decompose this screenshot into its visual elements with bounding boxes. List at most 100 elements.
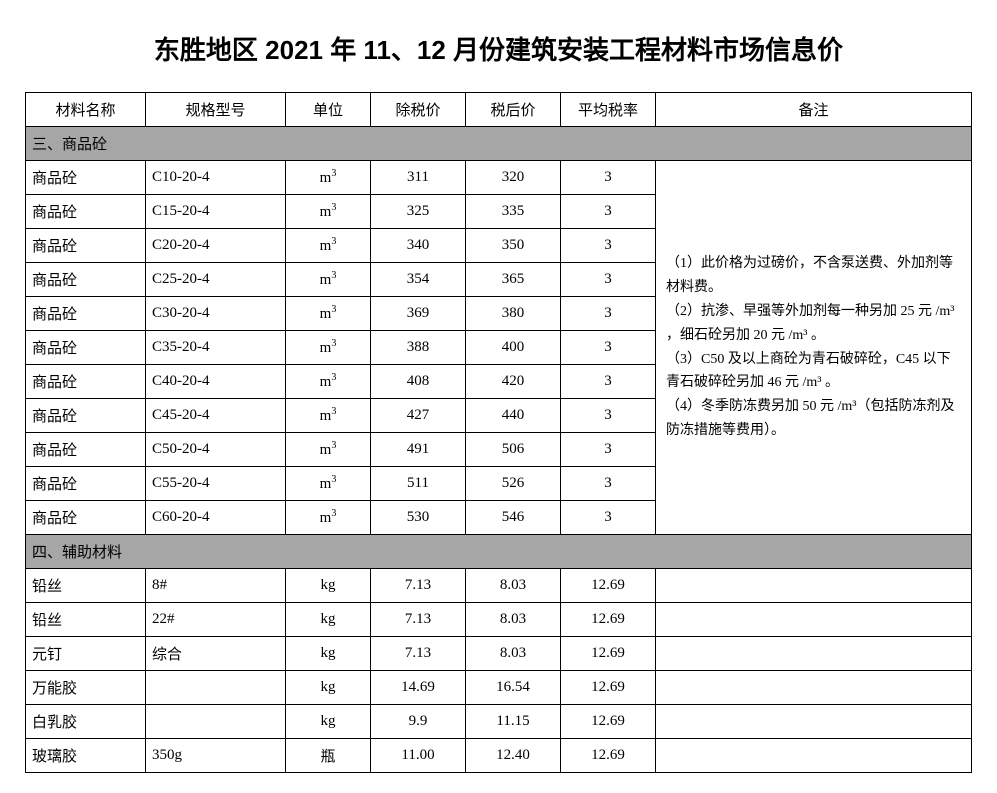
cell-unit: m3 — [286, 399, 371, 433]
cell-rate: 3 — [561, 501, 656, 535]
cell-post: 16.54 — [466, 671, 561, 705]
cell-pre: 11.00 — [371, 739, 466, 773]
cell-name: 商品砼 — [26, 331, 146, 365]
cell-spec: C10-20-4 — [146, 161, 286, 195]
cell-pre: 354 — [371, 263, 466, 297]
cell-rate: 3 — [561, 297, 656, 331]
table-row: 白乳胶kg9.911.1512.69 — [26, 705, 972, 739]
cell-pre: 325 — [371, 195, 466, 229]
cell-unit: kg — [286, 637, 371, 671]
cell-name: 万能胶 — [26, 671, 146, 705]
cell-unit: m3 — [286, 297, 371, 331]
cell-post: 365 — [466, 263, 561, 297]
page-title: 东胜地区 2021 年 11、12 月份建筑安装工程材料市场信息价 — [25, 30, 972, 67]
section-header: 三、商品砼 — [26, 127, 972, 161]
cell-unit: m3 — [286, 467, 371, 501]
cell-rate: 12.69 — [561, 671, 656, 705]
note-cell — [656, 569, 972, 603]
cell-post: 350 — [466, 229, 561, 263]
note-cell — [656, 705, 972, 739]
cell-pre: 7.13 — [371, 603, 466, 637]
cell-post: 440 — [466, 399, 561, 433]
cell-post: 11.15 — [466, 705, 561, 739]
cell-unit: m3 — [286, 433, 371, 467]
note-cell — [656, 671, 972, 705]
cell-post: 506 — [466, 433, 561, 467]
cell-rate: 3 — [561, 263, 656, 297]
col-spec: 规格型号 — [146, 93, 286, 127]
cell-unit: m3 — [286, 229, 371, 263]
cell-post: 8.03 — [466, 637, 561, 671]
cell-post: 546 — [466, 501, 561, 535]
table-header-row: 材料名称 规格型号 单位 除税价 税后价 平均税率 备注 — [26, 93, 972, 127]
cell-spec: 综合 — [146, 637, 286, 671]
cell-spec: 22# — [146, 603, 286, 637]
cell-post: 526 — [466, 467, 561, 501]
cell-rate: 3 — [561, 433, 656, 467]
cell-rate: 3 — [561, 195, 656, 229]
cell-rate: 3 — [561, 161, 656, 195]
cell-unit: kg — [286, 569, 371, 603]
note-cell: （1）此价格为过磅价，不含泵送费、外加剂等材料费。（2）抗渗、早强等外加剂每一种… — [656, 161, 972, 535]
cell-unit: kg — [286, 671, 371, 705]
cell-unit: m3 — [286, 331, 371, 365]
cell-rate: 3 — [561, 467, 656, 501]
cell-post: 380 — [466, 297, 561, 331]
cell-post: 320 — [466, 161, 561, 195]
cell-pre: 427 — [371, 399, 466, 433]
cell-unit: 瓶 — [286, 739, 371, 773]
cell-spec: C35-20-4 — [146, 331, 286, 365]
table-row: 元钉综合kg7.138.0312.69 — [26, 637, 972, 671]
cell-name: 铅丝 — [26, 569, 146, 603]
cell-spec: C45-20-4 — [146, 399, 286, 433]
cell-unit: m3 — [286, 501, 371, 535]
cell-unit: m3 — [286, 365, 371, 399]
cell-spec: C60-20-4 — [146, 501, 286, 535]
table-row: 铅丝8#kg7.138.0312.69 — [26, 569, 972, 603]
cell-spec: C30-20-4 — [146, 297, 286, 331]
table-row: 商品砼C10-20-4m33113203（1）此价格为过磅价，不含泵送费、外加剂… — [26, 161, 972, 195]
cell-name: 商品砼 — [26, 195, 146, 229]
cell-name: 商品砼 — [26, 467, 146, 501]
cell-name: 白乳胶 — [26, 705, 146, 739]
cell-unit: kg — [286, 705, 371, 739]
col-note: 备注 — [656, 93, 972, 127]
col-rate: 平均税率 — [561, 93, 656, 127]
cell-name: 商品砼 — [26, 399, 146, 433]
cell-name: 商品砼 — [26, 161, 146, 195]
cell-post: 8.03 — [466, 569, 561, 603]
note-cell — [656, 603, 972, 637]
table-row: 铅丝22#kg7.138.0312.69 — [26, 603, 972, 637]
table-row: 万能胶 kg14.6916.5412.69 — [26, 671, 972, 705]
cell-unit: m3 — [286, 195, 371, 229]
cell-post: 12.40 — [466, 739, 561, 773]
cell-unit: kg — [286, 603, 371, 637]
cell-rate: 12.69 — [561, 739, 656, 773]
cell-pre: 369 — [371, 297, 466, 331]
cell-pre: 491 — [371, 433, 466, 467]
cell-name: 商品砼 — [26, 365, 146, 399]
cell-name: 元钉 — [26, 637, 146, 671]
cell-rate: 3 — [561, 399, 656, 433]
cell-post: 420 — [466, 365, 561, 399]
cell-rate: 12.69 — [561, 637, 656, 671]
cell-spec: 350g — [146, 739, 286, 773]
cell-spec: C20-20-4 — [146, 229, 286, 263]
cell-name: 商品砼 — [26, 263, 146, 297]
note-cell — [656, 739, 972, 773]
cell-post: 335 — [466, 195, 561, 229]
cell-unit: m3 — [286, 161, 371, 195]
section-header: 四、辅助材料 — [26, 535, 972, 569]
cell-pre: 511 — [371, 467, 466, 501]
cell-spec: 8# — [146, 569, 286, 603]
cell-pre: 7.13 — [371, 569, 466, 603]
cell-pre: 311 — [371, 161, 466, 195]
cell-rate: 12.69 — [561, 603, 656, 637]
cell-spec — [146, 705, 286, 739]
cell-pre: 530 — [371, 501, 466, 535]
cell-name: 商品砼 — [26, 297, 146, 331]
cell-spec: C25-20-4 — [146, 263, 286, 297]
cell-spec — [146, 671, 286, 705]
price-table: 材料名称 规格型号 单位 除税价 税后价 平均税率 备注 三、商品砼商品砼C10… — [25, 92, 972, 773]
cell-pre: 14.69 — [371, 671, 466, 705]
